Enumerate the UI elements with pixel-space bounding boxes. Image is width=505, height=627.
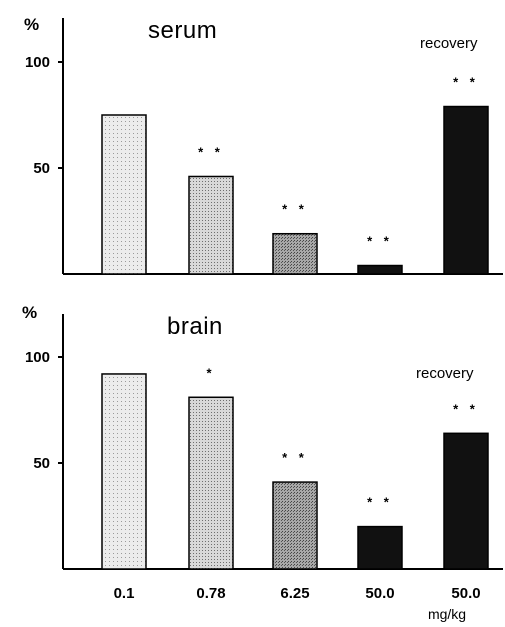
x-category-label-5: 50.0 (451, 585, 480, 602)
serum-bar-4 (357, 264, 403, 275)
x-category-label-1: 0.1 (114, 585, 135, 602)
brain-significance-3: * * (282, 450, 308, 465)
x-category-label-3: 6.25 (280, 585, 309, 602)
serum-bar-3 (272, 232, 318, 275)
serum-bar-2 (188, 175, 234, 275)
serum-panel: % serum recovery 50 100 * * * * * * * * (24, 15, 503, 275)
brain-panel-title: brain (167, 313, 223, 340)
brain-ytick-label-100: 100 (25, 349, 50, 366)
serum-y-ticks: 50 100 (25, 54, 63, 177)
brain-ytick-label-50: 50 (33, 455, 50, 472)
brain-bars: * * * * * * * (101, 365, 489, 570)
brain-significance-4: * * (367, 495, 393, 510)
x-category-label-4: 50.0 (365, 585, 394, 602)
serum-significance-2: * * (198, 144, 224, 159)
serum-ytick-label-50: 50 (33, 160, 50, 177)
brain-bar-2 (188, 396, 234, 570)
serum-significance-5: * * (453, 75, 479, 90)
serum-y-unit-label: % (24, 15, 39, 34)
brain-y-unit-label: % (22, 303, 37, 322)
serum-bars: * * * * * * * * (101, 75, 489, 275)
brain-bar-5 (443, 432, 489, 570)
brain-recovery-label: recovery (416, 365, 474, 382)
brain-y-ticks: 50 100 (25, 349, 63, 472)
brain-bar-4 (357, 525, 403, 570)
serum-significance-3: * * (282, 202, 308, 217)
x-category-label-2: 0.78 (196, 585, 225, 602)
serum-ytick-label-100: 100 (25, 54, 50, 71)
x-category-labels: 0.1 0.78 6.25 50.0 50.0 (114, 585, 481, 602)
serum-bar-5 (443, 105, 489, 275)
serum-bar-1 (101, 114, 147, 275)
x-unit-label: mg/kg (428, 606, 466, 622)
brain-bar-3 (272, 481, 318, 570)
brain-panel: % brain recovery 50 100 * * * * * * * (22, 303, 503, 570)
brain-significance-5: * * (453, 401, 479, 416)
brain-bar-1 (101, 373, 147, 570)
serum-panel-title: serum (148, 17, 217, 44)
serum-recovery-label: recovery (420, 35, 478, 52)
serum-significance-4: * * (367, 234, 393, 249)
brain-significance-2: * (206, 365, 215, 380)
